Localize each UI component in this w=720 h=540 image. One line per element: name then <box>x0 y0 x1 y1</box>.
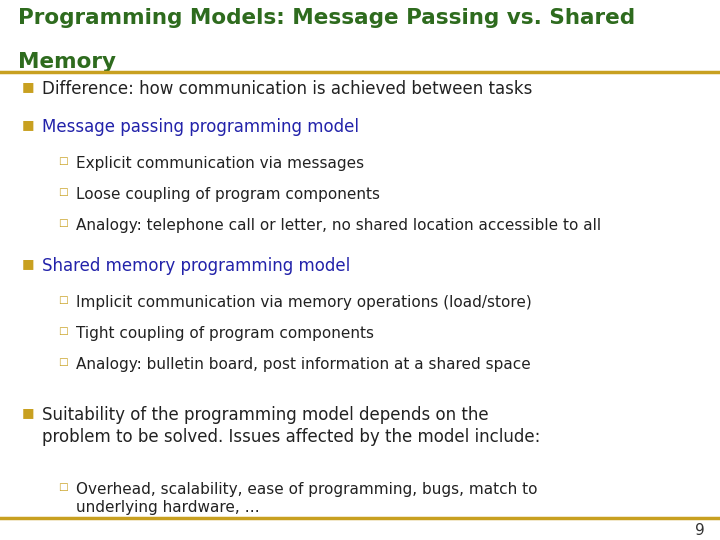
Text: Tight coupling of program components: Tight coupling of program components <box>76 326 374 341</box>
Text: ■: ■ <box>22 257 35 270</box>
Text: Implicit communication via memory operations (load/store): Implicit communication via memory operat… <box>76 295 532 310</box>
Text: ■: ■ <box>22 80 35 93</box>
Text: Programming Models: Message Passing vs. Shared: Programming Models: Message Passing vs. … <box>18 8 635 28</box>
Text: 9: 9 <box>696 523 705 538</box>
Text: Explicit communication via messages: Explicit communication via messages <box>76 156 364 171</box>
Text: Suitability of the programming model depends on the
problem to be solved. Issues: Suitability of the programming model dep… <box>42 406 541 445</box>
Text: Analogy: bulletin board, post information at a shared space: Analogy: bulletin board, post informatio… <box>76 357 531 372</box>
Text: Overhead, scalability, ease of programming, bugs, match to
underlying hardware, : Overhead, scalability, ease of programmi… <box>76 482 538 515</box>
Text: □: □ <box>58 156 68 166</box>
Text: Analogy: telephone call or letter, no shared location accessible to all: Analogy: telephone call or letter, no sh… <box>76 218 601 233</box>
Text: □: □ <box>58 482 68 492</box>
Text: Difference: how communication is achieved between tasks: Difference: how communication is achieve… <box>42 80 532 98</box>
Text: ■: ■ <box>22 118 35 131</box>
Text: □: □ <box>58 295 68 305</box>
Text: □: □ <box>58 187 68 197</box>
Text: □: □ <box>58 218 68 228</box>
Text: □: □ <box>58 326 68 336</box>
Text: Message passing programming model: Message passing programming model <box>42 118 359 136</box>
Text: ■: ■ <box>22 406 35 419</box>
Text: □: □ <box>58 357 68 367</box>
Text: Loose coupling of program components: Loose coupling of program components <box>76 187 380 202</box>
Text: Shared memory programming model: Shared memory programming model <box>42 257 350 275</box>
Text: Memory: Memory <box>18 52 116 72</box>
